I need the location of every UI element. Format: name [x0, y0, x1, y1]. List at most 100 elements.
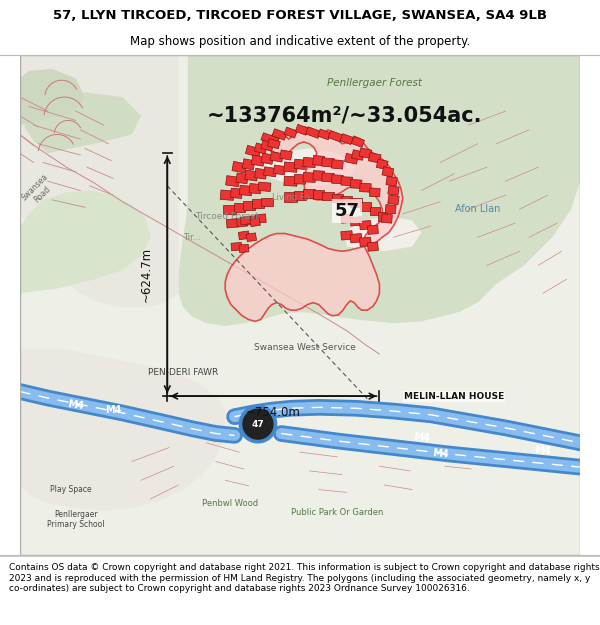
Polygon shape	[350, 199, 362, 207]
Text: M4: M4	[535, 444, 551, 456]
Polygon shape	[331, 159, 343, 169]
Polygon shape	[263, 167, 277, 177]
Text: ~133764m²/~33.054ac.: ~133764m²/~33.054ac.	[206, 106, 482, 126]
Polygon shape	[341, 196, 352, 204]
Text: 57: 57	[334, 202, 359, 220]
Polygon shape	[303, 173, 316, 182]
Polygon shape	[246, 233, 257, 242]
Polygon shape	[295, 191, 305, 200]
Polygon shape	[295, 124, 308, 135]
Text: M4: M4	[105, 405, 121, 415]
Polygon shape	[341, 177, 353, 186]
Polygon shape	[313, 156, 325, 166]
Polygon shape	[239, 186, 252, 196]
Text: Tircoed Forest: Tircoed Forest	[196, 212, 259, 221]
Polygon shape	[24, 92, 141, 153]
Polygon shape	[272, 129, 287, 140]
Text: Map shows position and indicative extent of the property.: Map shows position and indicative extent…	[130, 35, 470, 48]
Polygon shape	[20, 69, 85, 125]
Polygon shape	[388, 195, 399, 205]
Polygon shape	[238, 231, 250, 240]
Polygon shape	[284, 176, 298, 186]
Text: Swansea West Service: Swansea West Service	[254, 343, 356, 352]
Text: MELIN-LLAN HOUSE: MELIN-LLAN HOUSE	[404, 392, 505, 401]
Polygon shape	[360, 202, 371, 211]
Polygon shape	[236, 173, 248, 184]
Polygon shape	[344, 153, 358, 164]
Polygon shape	[352, 136, 364, 148]
Polygon shape	[350, 217, 362, 226]
Polygon shape	[245, 146, 261, 157]
Polygon shape	[254, 168, 267, 179]
Polygon shape	[370, 188, 380, 197]
Polygon shape	[254, 143, 267, 154]
Text: 47: 47	[251, 419, 265, 429]
Polygon shape	[280, 150, 292, 160]
Polygon shape	[359, 183, 371, 192]
Text: M4: M4	[413, 432, 430, 444]
Polygon shape	[251, 155, 265, 166]
Polygon shape	[261, 140, 274, 151]
Text: Penllergaer
Primary School: Penllergaer Primary School	[47, 510, 104, 529]
Polygon shape	[359, 221, 371, 230]
Polygon shape	[284, 127, 297, 138]
Text: Penllergaer Forest: Penllergaer Forest	[327, 78, 422, 88]
Text: Contains OS data © Crown copyright and database right 2021. This information is : Contains OS data © Crown copyright and d…	[9, 563, 599, 593]
Polygon shape	[305, 127, 320, 138]
Polygon shape	[284, 162, 298, 172]
Polygon shape	[240, 216, 251, 225]
Polygon shape	[318, 129, 331, 140]
Polygon shape	[350, 179, 362, 189]
Polygon shape	[20, 349, 225, 555]
Text: Penbwl Wood: Penbwl Wood	[202, 499, 258, 508]
Polygon shape	[359, 238, 371, 247]
Polygon shape	[255, 214, 266, 223]
Polygon shape	[370, 207, 380, 215]
Polygon shape	[236, 217, 248, 227]
Polygon shape	[303, 158, 316, 168]
Text: PEN-DERI FAWR: PEN-DERI FAWR	[148, 368, 218, 378]
Polygon shape	[294, 174, 306, 184]
Text: Tir...: Tir...	[183, 232, 201, 242]
Polygon shape	[233, 202, 245, 212]
Polygon shape	[382, 214, 392, 223]
Polygon shape	[242, 159, 255, 170]
Polygon shape	[250, 218, 260, 227]
Polygon shape	[223, 204, 236, 214]
Text: Play Space: Play Space	[50, 485, 92, 494]
Polygon shape	[230, 188, 242, 199]
Polygon shape	[284, 192, 297, 202]
Polygon shape	[242, 201, 254, 210]
Polygon shape	[382, 167, 394, 177]
Polygon shape	[179, 55, 580, 326]
Polygon shape	[261, 198, 274, 206]
Polygon shape	[258, 182, 271, 191]
Polygon shape	[376, 159, 388, 169]
Polygon shape	[328, 131, 343, 142]
Polygon shape	[231, 242, 242, 251]
Polygon shape	[243, 409, 273, 439]
Text: M4: M4	[431, 448, 449, 460]
Polygon shape	[388, 186, 399, 196]
Polygon shape	[232, 161, 247, 173]
Polygon shape	[359, 148, 372, 158]
Polygon shape	[220, 190, 234, 201]
Text: 57, LLYN TIRCOED, TIRCOED FOREST VILLAGE, SWANSEA, SA4 9LB: 57, LLYN TIRCOED, TIRCOED FOREST VILLAGE…	[53, 9, 547, 22]
Text: Public Park Or Garden: Public Park Or Garden	[291, 509, 383, 518]
Polygon shape	[253, 199, 263, 208]
Polygon shape	[245, 170, 258, 181]
Polygon shape	[367, 225, 379, 234]
Polygon shape	[261, 153, 274, 164]
Polygon shape	[322, 173, 334, 182]
Polygon shape	[341, 214, 353, 223]
Polygon shape	[294, 159, 306, 169]
Polygon shape	[350, 234, 362, 243]
Polygon shape	[332, 194, 343, 202]
Polygon shape	[303, 189, 316, 198]
Polygon shape	[261, 132, 279, 146]
Polygon shape	[226, 176, 240, 187]
Polygon shape	[341, 231, 353, 240]
Polygon shape	[367, 242, 379, 251]
Polygon shape	[270, 152, 283, 162]
Text: M4: M4	[67, 399, 85, 411]
